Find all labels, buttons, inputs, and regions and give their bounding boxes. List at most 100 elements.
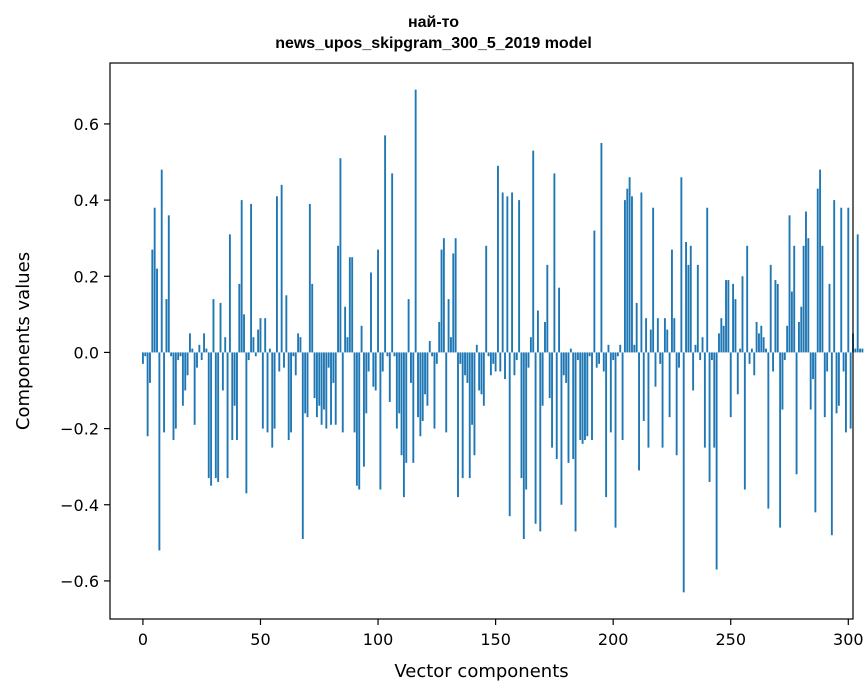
bar	[845, 352, 847, 433]
bar	[341, 352, 344, 433]
bar	[781, 352, 784, 410]
y-axis-ticks: −0.6 −0.4 −0.2 0.0 0.2 0.4 0.6	[60, 115, 110, 591]
bar	[584, 352, 586, 441]
bar	[539, 352, 542, 532]
bar	[240, 200, 243, 353]
bar	[332, 352, 335, 383]
bar	[715, 352, 718, 570]
bar	[696, 264, 699, 353]
bar	[506, 196, 509, 353]
bar	[440, 249, 443, 353]
bar	[424, 352, 427, 395]
bar	[718, 333, 720, 353]
bar	[221, 352, 224, 391]
bar	[642, 352, 645, 421]
bar	[743, 352, 746, 490]
bar	[146, 352, 149, 437]
bar	[280, 184, 283, 353]
bar	[837, 352, 840, 406]
bar	[765, 348, 767, 353]
bar	[330, 352, 332, 425]
bar	[621, 352, 624, 441]
bar	[276, 196, 278, 353]
y-tick-label: 0.2	[74, 267, 99, 286]
bar	[205, 348, 208, 353]
bar	[736, 352, 739, 395]
bar	[374, 352, 377, 391]
bar	[160, 169, 163, 353]
bar	[170, 352, 173, 357]
bar	[499, 352, 502, 372]
bar	[266, 352, 269, 433]
x-tick-label: 0	[138, 630, 148, 649]
bar	[186, 352, 189, 376]
bar	[661, 352, 664, 448]
bar	[645, 318, 648, 353]
bar	[207, 352, 210, 479]
bar	[388, 352, 391, 402]
bar	[788, 215, 791, 353]
bar	[478, 352, 481, 391]
chart-title: най-то news_upos_skipgram_300_5_2019 mod…	[0, 12, 867, 54]
bar	[739, 348, 742, 353]
bar	[224, 337, 227, 353]
bar	[431, 352, 434, 357]
bar	[252, 337, 255, 353]
bar	[760, 325, 763, 353]
bar	[233, 352, 236, 406]
x-axis-ticks: 0 50 100 150 200 250 300	[138, 619, 864, 649]
bar	[849, 352, 852, 429]
bar	[732, 283, 735, 353]
bar	[191, 348, 194, 353]
bar	[631, 196, 633, 353]
bar	[231, 352, 234, 441]
bar	[339, 158, 342, 353]
bar	[816, 188, 819, 353]
bar	[259, 318, 262, 353]
bar	[534, 352, 537, 524]
bar	[840, 207, 843, 353]
bar	[802, 245, 805, 353]
bar	[355, 352, 358, 486]
bar	[149, 352, 151, 383]
bar	[772, 352, 774, 372]
bar	[165, 299, 168, 353]
bar	[635, 302, 638, 353]
bar	[497, 165, 499, 353]
bar	[158, 352, 161, 551]
bar	[480, 352, 483, 395]
bar	[725, 280, 727, 353]
bar	[156, 268, 158, 353]
bar	[809, 352, 812, 410]
bar	[762, 337, 765, 353]
y-axis-label: Components values	[13, 252, 34, 430]
bar	[315, 352, 318, 418]
x-tick-label: 100	[363, 630, 394, 649]
bar	[640, 192, 643, 353]
bar	[482, 352, 485, 406]
bar	[515, 352, 518, 361]
bar	[663, 318, 666, 353]
bar	[529, 337, 532, 353]
bar	[400, 352, 403, 456]
bar	[475, 344, 478, 353]
bar	[393, 352, 396, 357]
bar	[833, 200, 836, 353]
bar	[598, 352, 600, 364]
bar	[720, 318, 723, 353]
bar	[428, 341, 431, 353]
bar	[522, 352, 525, 540]
bar	[722, 325, 725, 353]
bar	[179, 352, 182, 357]
bar	[304, 352, 307, 414]
bar	[758, 333, 760, 353]
bar	[525, 352, 528, 490]
bar	[823, 352, 826, 418]
bar	[555, 352, 558, 460]
bar	[828, 283, 831, 353]
bar	[588, 352, 591, 357]
bar	[313, 352, 316, 399]
bar	[325, 352, 328, 429]
bar	[511, 192, 514, 353]
bar	[835, 352, 838, 414]
